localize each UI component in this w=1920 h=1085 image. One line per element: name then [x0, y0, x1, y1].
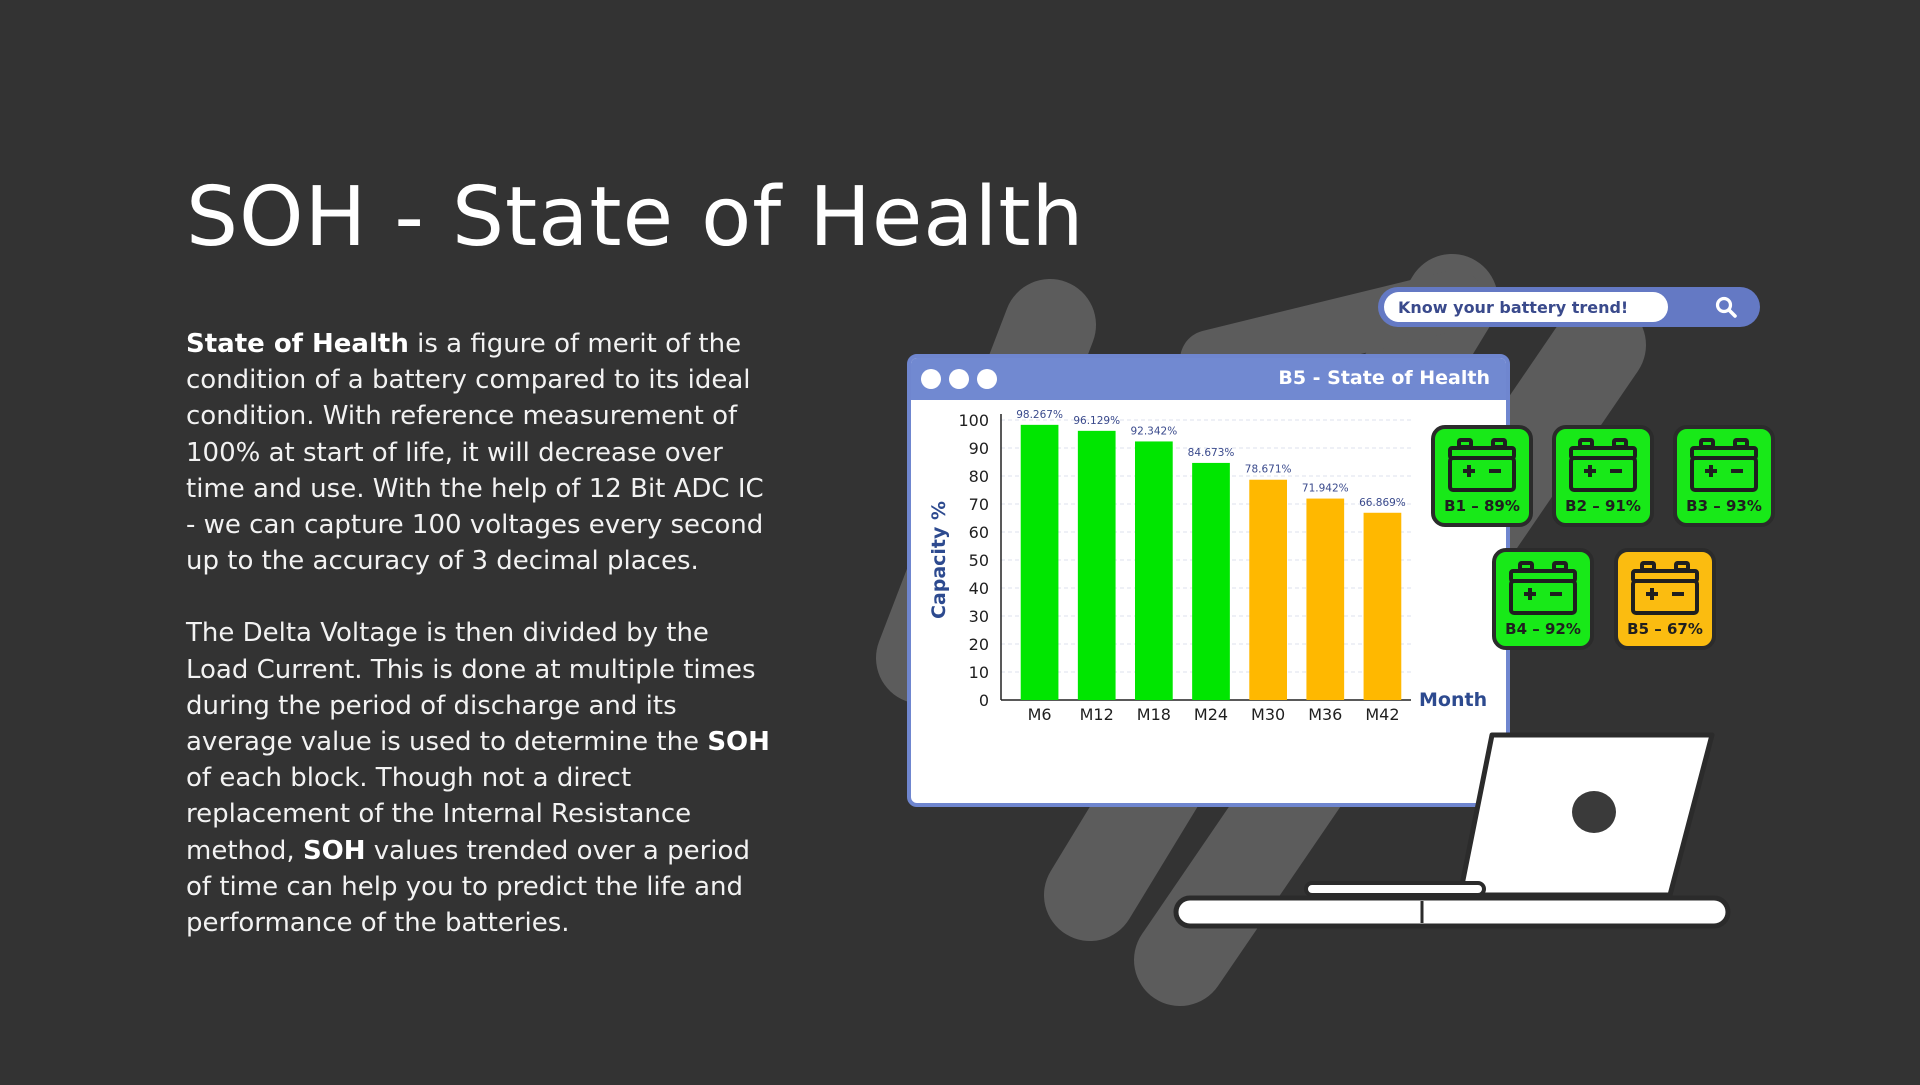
search-input[interactable]	[1384, 292, 1668, 322]
y-tick-label: 60	[969, 523, 989, 542]
x-tick-label: M6	[1028, 705, 1052, 724]
window-title: B5 - State of Health	[1278, 367, 1490, 389]
paragraph-2: The Delta Voltage is then divided by the…	[186, 615, 776, 941]
paragraph-1: State of Health is a figure of merit of …	[186, 326, 776, 579]
chart-window: B5 - State of Health 0 10 20 30 40 50 60 70 80 90…	[907, 354, 1510, 807]
data-label: 96.129%	[1073, 415, 1120, 427]
search-bar	[1378, 287, 1760, 327]
x-tick-label: M42	[1365, 705, 1399, 724]
x-tick-label: M36	[1308, 705, 1342, 724]
y-tick-label: 40	[969, 579, 989, 598]
y-tick-label: 20	[969, 635, 989, 654]
data-label: 66.869%	[1359, 497, 1406, 509]
y-tick-label: 80	[969, 467, 989, 486]
window-dot-close[interactable]	[921, 369, 941, 389]
x-tick-label: M12	[1080, 705, 1114, 724]
data-label: 84.673%	[1188, 447, 1235, 459]
bar-m6	[1020, 424, 1059, 700]
paragraph-2-part-2: of each block. Though not a direct repla…	[186, 763, 692, 866]
bold-lead: State of Health	[186, 329, 409, 359]
y-tick-label: 100	[958, 411, 989, 430]
y-tick-label: 70	[969, 495, 989, 514]
y-tick-label: 10	[969, 663, 989, 682]
battery-label: B2 – 91%	[1565, 497, 1641, 515]
paragraph-2-part-3: values trended over a period of time can…	[186, 835, 750, 939]
data-label: 78.671%	[1245, 464, 1292, 476]
battery-icon	[1509, 561, 1577, 615]
battery-tile[interactable]: B3 – 93%	[1673, 425, 1775, 527]
battery-label: B1 – 89%	[1444, 497, 1520, 515]
soh-bar-chart: 0 10 20 30 40 50 60 70 80 90 100 98.267% M6 96.129% M1…	[928, 409, 1487, 724]
bar-m30	[1249, 479, 1287, 700]
x-tick-label: M30	[1251, 705, 1285, 724]
x-axis-title: Month	[1419, 689, 1487, 711]
y-tick-label: 50	[969, 551, 989, 570]
y-tick-label: 90	[969, 439, 989, 458]
battery-icon	[1631, 561, 1699, 615]
data-label: 98.267%	[1016, 409, 1063, 421]
y-tick-label: 0	[979, 691, 989, 710]
battery-label: B3 – 93%	[1686, 497, 1762, 515]
y-axis-title: Capacity %	[928, 501, 950, 619]
window-titlebar: B5 - State of Health	[911, 358, 1506, 400]
battery-label: B4 – 92%	[1505, 620, 1581, 638]
bar-m24	[1192, 462, 1230, 700]
bar-m36	[1306, 498, 1345, 700]
battery-tile[interactable]: B1 – 89%	[1431, 425, 1533, 527]
x-tick-label: M18	[1137, 705, 1171, 724]
window-dot-maximize[interactable]	[977, 369, 997, 389]
paragraph-2-part-1: The Delta Voltage is then divided by the…	[186, 618, 756, 758]
soh-bold-2: SOH	[302, 835, 366, 866]
description: State of Health is a figure of merit of …	[186, 326, 776, 977]
y-tick-label: 30	[969, 607, 989, 626]
bar-m42	[1363, 512, 1402, 700]
battery-tile[interactable]: B4 – 92%	[1492, 548, 1594, 650]
data-label: 71.942%	[1302, 483, 1349, 495]
search-icon	[1715, 296, 1737, 318]
bar-m18	[1135, 441, 1173, 700]
soh-bold-1: SOH	[707, 727, 770, 758]
battery-icon	[1569, 438, 1637, 492]
bar-m12	[1077, 430, 1116, 700]
x-tick-label: M24	[1194, 705, 1228, 724]
paragraph-1-text: is a figure of merit of the condition of…	[186, 329, 764, 577]
search-button[interactable]	[1698, 291, 1754, 323]
battery-icon	[1690, 438, 1758, 492]
battery-label: B5 – 67%	[1627, 620, 1703, 638]
window-dot-minimize[interactable]	[949, 369, 969, 389]
battery-tile[interactable]: B5 – 67%	[1614, 548, 1716, 650]
battery-tile[interactable]: B2 – 91%	[1552, 425, 1654, 527]
page-title: SOH - State of Health	[186, 170, 1085, 265]
data-label: 92.342%	[1130, 425, 1177, 437]
battery-icon	[1448, 438, 1516, 492]
